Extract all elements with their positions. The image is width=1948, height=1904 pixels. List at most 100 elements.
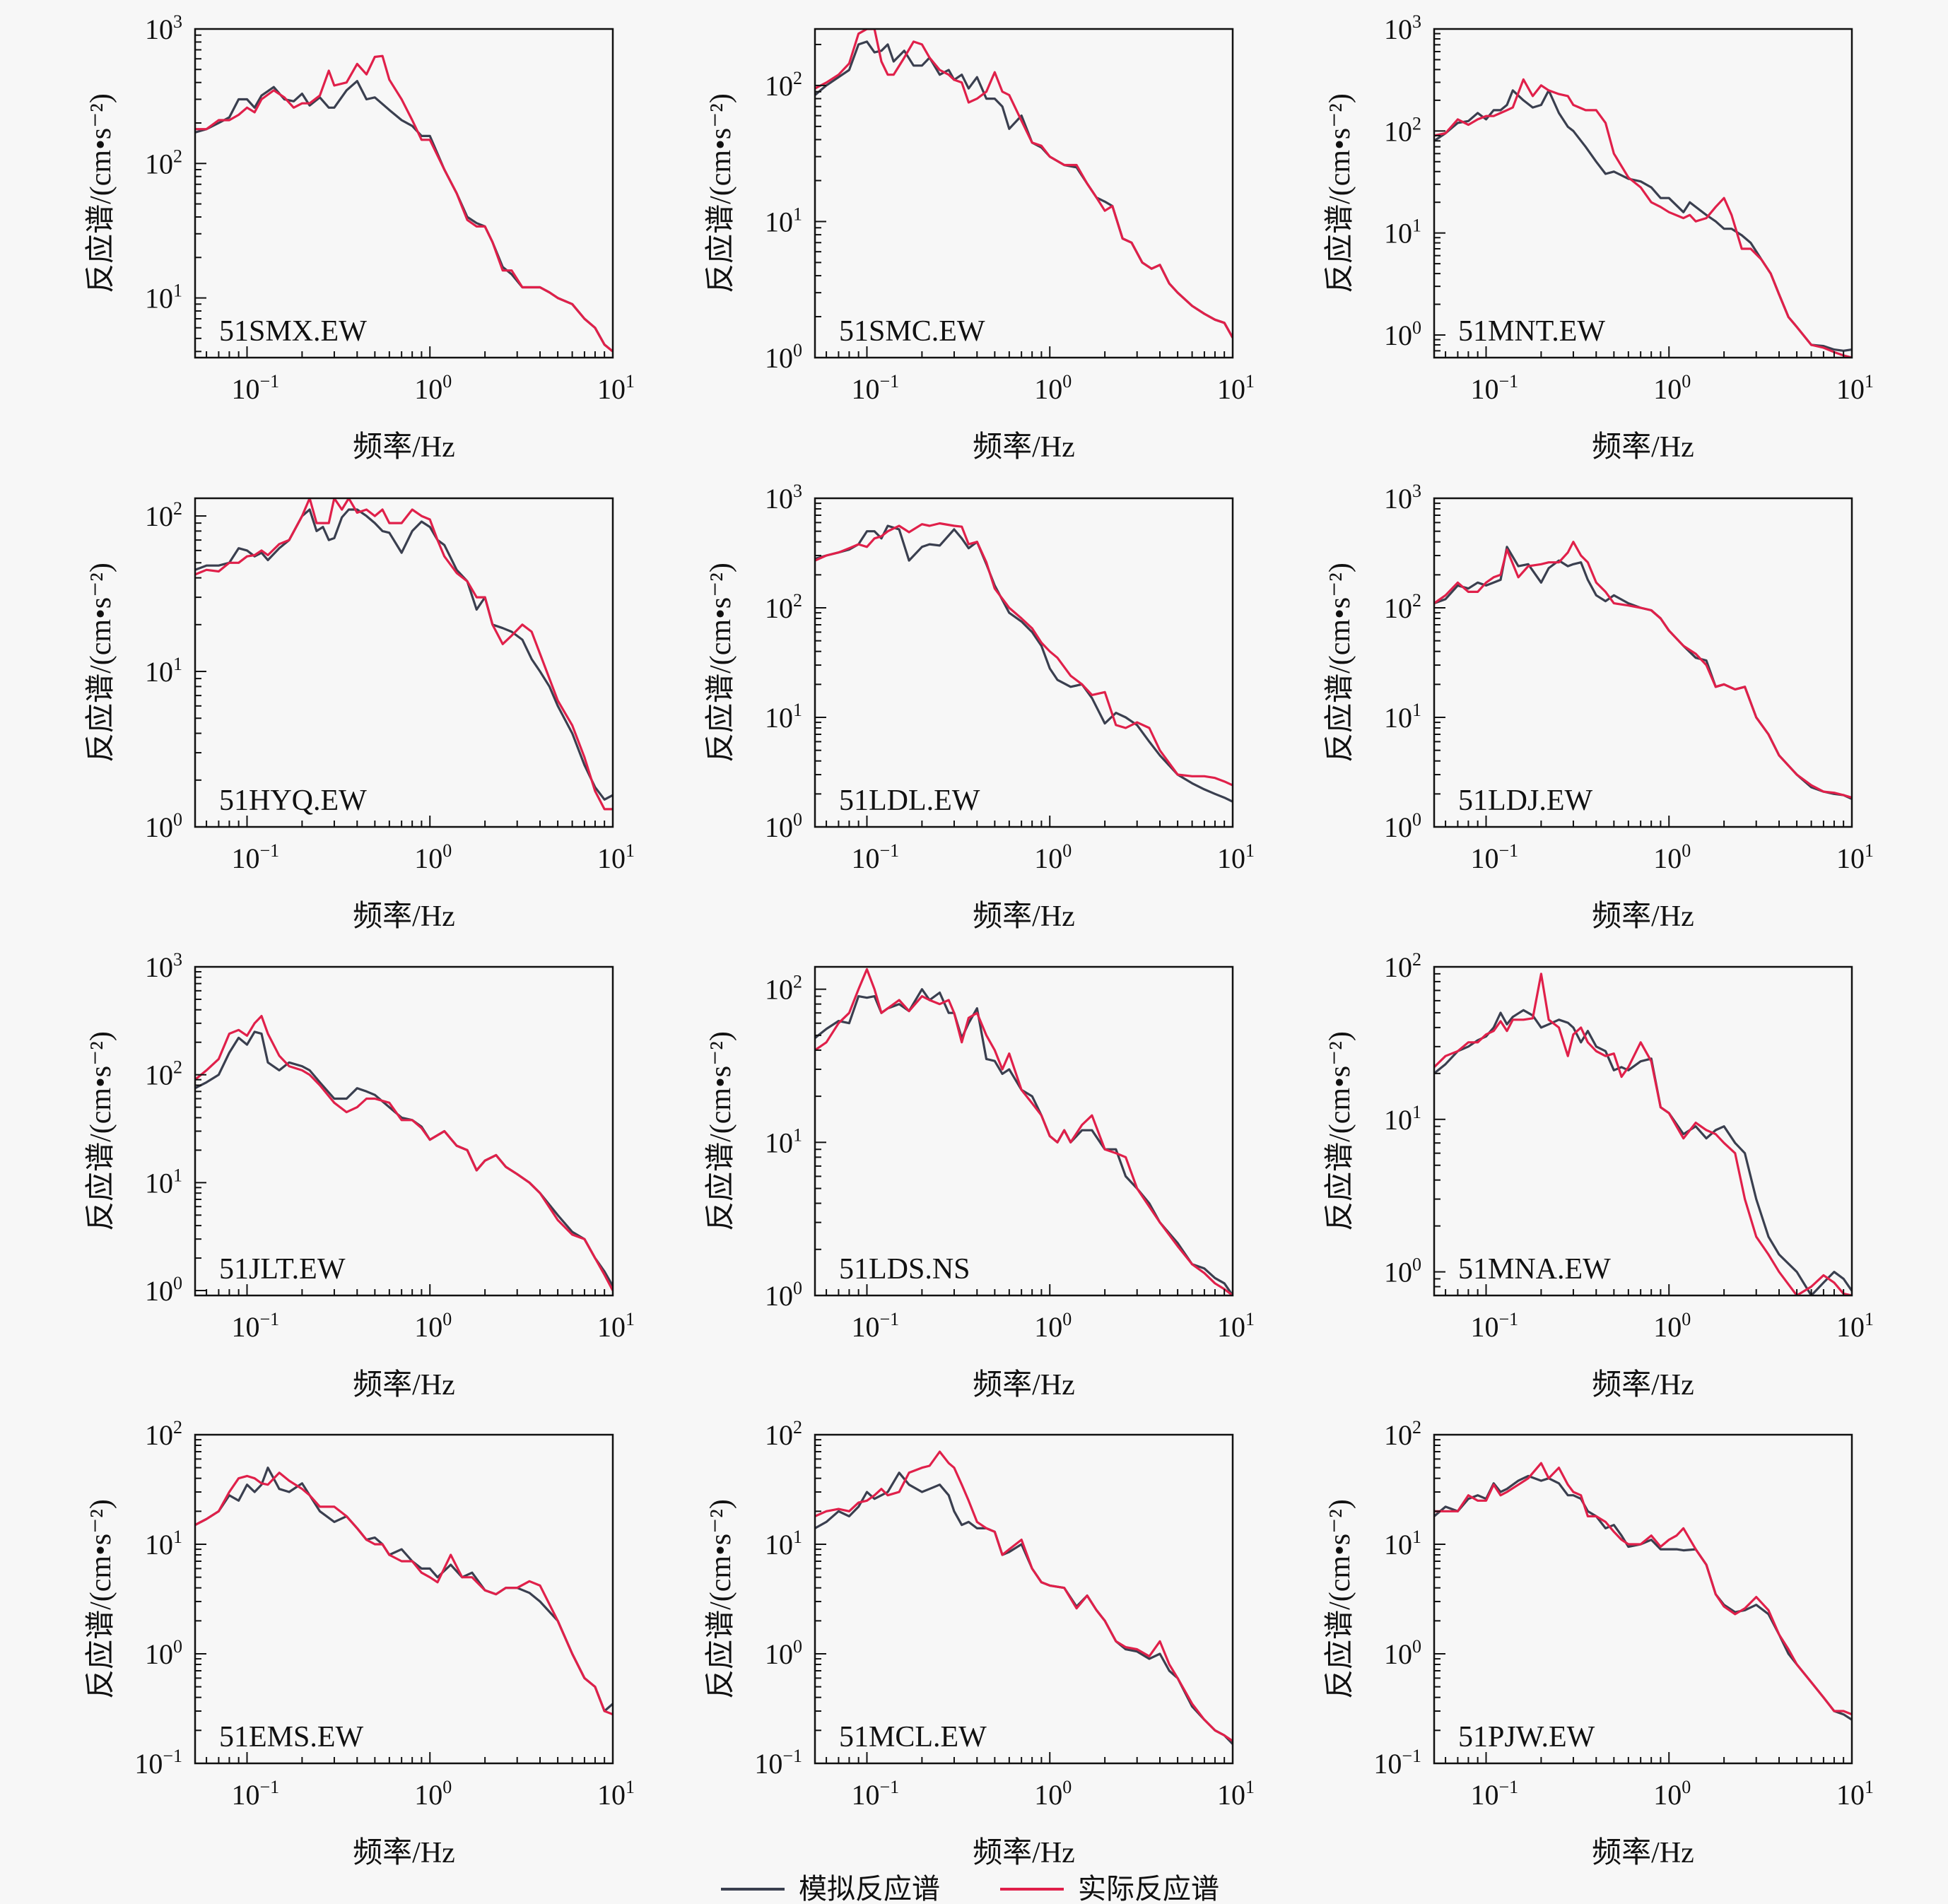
station-label: 51EMS.EW xyxy=(219,1721,364,1753)
y-tick-label: 101 xyxy=(765,1527,802,1561)
x-tick-label: 101 xyxy=(597,1309,635,1343)
x-tick-label: 10−1 xyxy=(851,1777,899,1811)
x-tick-label: 101 xyxy=(1217,1777,1255,1811)
x-tick-label: 100 xyxy=(1034,840,1072,874)
station-label: 51LDL.EW xyxy=(839,784,980,817)
series-line-actual xyxy=(815,1450,1233,1742)
legend: 模拟反应谱 实际反应谱 xyxy=(721,1873,1219,1904)
x-tick-label: 100 xyxy=(414,1777,452,1811)
legend-label-simulated: 模拟反应谱 xyxy=(799,1873,940,1904)
x-tick-label: 101 xyxy=(1836,371,1874,405)
y-tick-label: 100 xyxy=(145,809,182,843)
x-tick-label: 101 xyxy=(1217,840,1255,874)
series-line-actual xyxy=(195,498,613,811)
x-axis-label: 频率/Hz xyxy=(353,1368,455,1401)
series-line-actual xyxy=(195,54,613,353)
station-label: 51SMX.EW xyxy=(219,315,367,348)
y-axis-label: 反应谱/(cm•s⁻²) xyxy=(84,563,117,763)
x-tick-label: 100 xyxy=(1653,1777,1691,1811)
y-tick-label: 102 xyxy=(145,1417,182,1451)
series-line-simulated xyxy=(815,524,1233,803)
y-tick-label: 101 xyxy=(1384,700,1421,734)
x-tick-label: 10−1 xyxy=(231,1777,279,1811)
plot-frame xyxy=(1433,965,1853,1297)
x-tick-label: 101 xyxy=(1836,840,1874,874)
x-axis-label: 频率/Hz xyxy=(353,430,455,464)
x-axis-label: 频率/Hz xyxy=(353,900,455,933)
y-tick-label: 102 xyxy=(1384,949,1421,983)
y-axis-label: 反应谱/(cm•s⁻²) xyxy=(84,93,117,293)
series-line-simulated xyxy=(195,1467,613,1712)
y-tick-label: 101 xyxy=(1384,1102,1421,1136)
y-tick-label: 103 xyxy=(1384,481,1421,515)
y-tick-label: 100 xyxy=(765,340,802,374)
plot-frame xyxy=(194,497,614,828)
station-label: 51SMC.EW xyxy=(839,315,985,348)
y-tick-label: 101 xyxy=(765,700,802,734)
station-label: 51MCL.EW xyxy=(839,1721,987,1753)
y-tick-label: 100 xyxy=(1384,1254,1421,1288)
x-tick-label: 101 xyxy=(597,840,635,874)
x-tick-label: 100 xyxy=(1034,1777,1072,1811)
y-tick-label: 102 xyxy=(145,498,182,532)
x-tick-label: 101 xyxy=(1217,1309,1255,1343)
x-tick-label: 10−1 xyxy=(1470,371,1518,405)
y-tick-label: 100 xyxy=(765,1636,802,1670)
station-label: 51PJW.EW xyxy=(1458,1721,1595,1753)
series-line-simulated xyxy=(195,1030,613,1287)
x-tick-label: 10−1 xyxy=(1470,840,1518,874)
y-tick-label: 101 xyxy=(1384,216,1421,249)
station-label: 51LDS.NS xyxy=(839,1253,970,1286)
x-tick-label: 10−1 xyxy=(231,371,279,405)
y-tick-label: 102 xyxy=(1384,1417,1421,1451)
y-tick-label: 100 xyxy=(1384,317,1421,351)
subplot-51ems-ew: 10−1 100 101 10−1 100 101 102 51EMS.EW 频率/Hz 反应谱/… xyxy=(84,1417,635,1869)
y-axis-label: 反应谱/(cm•s⁻²) xyxy=(1323,563,1356,763)
y-tick-label: 10−1 xyxy=(134,1746,182,1780)
y-tick-label: 102 xyxy=(1384,590,1421,624)
plot-frame xyxy=(194,965,614,1297)
subplot-51ldj-ew: 10−1 100 101 100 101 102 103 51LDJ.EW 频率/Hz 反应谱/(… xyxy=(1323,481,1874,933)
x-tick-label: 101 xyxy=(1836,1309,1874,1343)
series-line-simulated xyxy=(195,508,613,801)
y-tick-label: 101 xyxy=(145,1165,182,1199)
x-tick-label: 10−1 xyxy=(851,371,899,405)
series-line-actual xyxy=(1434,78,1852,358)
x-tick-label: 10−1 xyxy=(1470,1309,1518,1343)
y-tick-label: 100 xyxy=(145,1273,182,1307)
series-line-simulated xyxy=(1434,546,1852,800)
x-tick-label: 101 xyxy=(597,1777,635,1811)
y-axis-label: 反应谱/(cm•s⁻²) xyxy=(1323,1031,1356,1231)
y-tick-label: 100 xyxy=(765,809,802,843)
y-tick-label: 102 xyxy=(145,1057,182,1091)
y-tick-label: 100 xyxy=(1384,1636,1421,1670)
x-tick-label: 10−1 xyxy=(1470,1777,1518,1811)
plot-frame xyxy=(814,965,1234,1297)
series-line-actual xyxy=(815,29,1233,339)
y-tick-label: 101 xyxy=(145,654,182,688)
subplot-51jlt-ew: 10−1 100 101 100 101 102 103 51JLT.EW 频率/Hz 反应谱/(… xyxy=(84,949,635,1401)
y-axis-label: 反应谱/(cm•s⁻²) xyxy=(704,563,737,763)
x-axis-label: 频率/Hz xyxy=(1592,1368,1694,1401)
y-tick-label: 10−1 xyxy=(1373,1746,1421,1780)
station-label: 51HYQ.EW xyxy=(219,784,367,817)
y-tick-label: 102 xyxy=(765,972,802,1006)
x-tick-label: 100 xyxy=(414,371,452,405)
x-tick-label: 10−1 xyxy=(231,840,279,874)
y-tick-label: 103 xyxy=(1384,11,1421,45)
legend-label-actual: 实际反应谱 xyxy=(1078,1873,1219,1904)
y-tick-label: 102 xyxy=(1384,113,1421,147)
y-tick-label: 102 xyxy=(765,68,802,102)
y-axis-label: 反应谱/(cm•s⁻²) xyxy=(704,93,737,293)
y-tick-label: 101 xyxy=(765,1124,802,1158)
x-tick-label: 100 xyxy=(1653,371,1691,405)
subplot-51pjw-ew: 10−1 100 101 10−1 100 101 102 51PJW.EW 频率/Hz 反应谱/… xyxy=(1323,1417,1874,1869)
series-line-simulated xyxy=(1434,1474,1852,1721)
y-tick-label: 101 xyxy=(765,204,802,237)
series-line-actual xyxy=(1434,972,1852,1295)
x-axis-label: 频率/Hz xyxy=(1592,1836,1694,1869)
x-tick-label: 100 xyxy=(414,840,452,874)
series-line-simulated xyxy=(815,1471,1233,1745)
plot-frame xyxy=(814,497,1234,828)
y-tick-label: 100 xyxy=(765,1278,802,1312)
